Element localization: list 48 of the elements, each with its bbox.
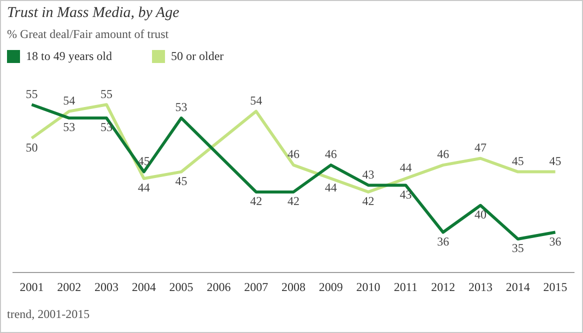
- x-tick-label: 2002: [57, 280, 82, 294]
- data-label: 45: [175, 174, 188, 188]
- x-tick-label: 2014: [506, 280, 530, 294]
- data-label: 53: [100, 120, 112, 134]
- legend-label: 18 to 49 years old: [26, 49, 112, 64]
- chart-title: Trust in Mass Media, by Age: [7, 5, 180, 22]
- data-label: 43: [362, 167, 374, 182]
- data-label: 47: [474, 140, 486, 155]
- data-label: 46: [324, 147, 337, 162]
- data-label: 44: [324, 180, 337, 195]
- x-tick-label: 2015: [543, 280, 568, 294]
- x-tick-label: 2009: [318, 280, 343, 294]
- data-label: 35: [512, 241, 524, 256]
- x-tick-label: 2010: [356, 280, 380, 294]
- data-label: 54: [63, 93, 76, 108]
- x-tick-label: 2001: [20, 280, 44, 294]
- data-label: 44: [138, 180, 150, 195]
- data-label: 36: [437, 234, 450, 248]
- data-label: 45: [549, 154, 562, 168]
- x-tick-label: 2013: [468, 280, 492, 294]
- x-tick-label: 2008: [282, 280, 306, 294]
- data-label: 45: [512, 154, 524, 168]
- data-label: 46: [437, 147, 450, 162]
- data-label: 53: [63, 120, 76, 134]
- data-label: 45: [138, 154, 150, 168]
- x-tick-label: 2006: [206, 280, 231, 294]
- data-label: 42: [362, 194, 374, 208]
- x-tick-label: 2003: [94, 280, 118, 294]
- x-tick-label: 2007: [244, 280, 268, 294]
- x-tick-label: 2011: [394, 280, 418, 294]
- data-label: 46: [288, 147, 300, 162]
- data-label: 42: [288, 194, 300, 208]
- text: trend, 2001-2015: [7, 307, 90, 322]
- data-label: 40: [474, 208, 486, 222]
- data-label: 53: [175, 100, 188, 114]
- chart-subtitle: % Great deal/Fair amount of trust: [7, 27, 169, 42]
- data-label: 54: [250, 93, 262, 108]
- data-label: 36: [549, 234, 562, 248]
- legend-label: 50 or older: [171, 49, 224, 64]
- data-label: 50: [26, 140, 38, 154]
- data-label: 42: [250, 194, 262, 208]
- data-label: 55: [100, 86, 112, 101]
- x-tick-label: 2012: [431, 280, 456, 294]
- data-label: 44: [400, 160, 412, 175]
- data-label: 55: [26, 86, 38, 101]
- x-tick-label: 2005: [169, 280, 194, 294]
- x-tick-label: 2004: [132, 280, 156, 294]
- data-label: 43: [400, 187, 412, 202]
